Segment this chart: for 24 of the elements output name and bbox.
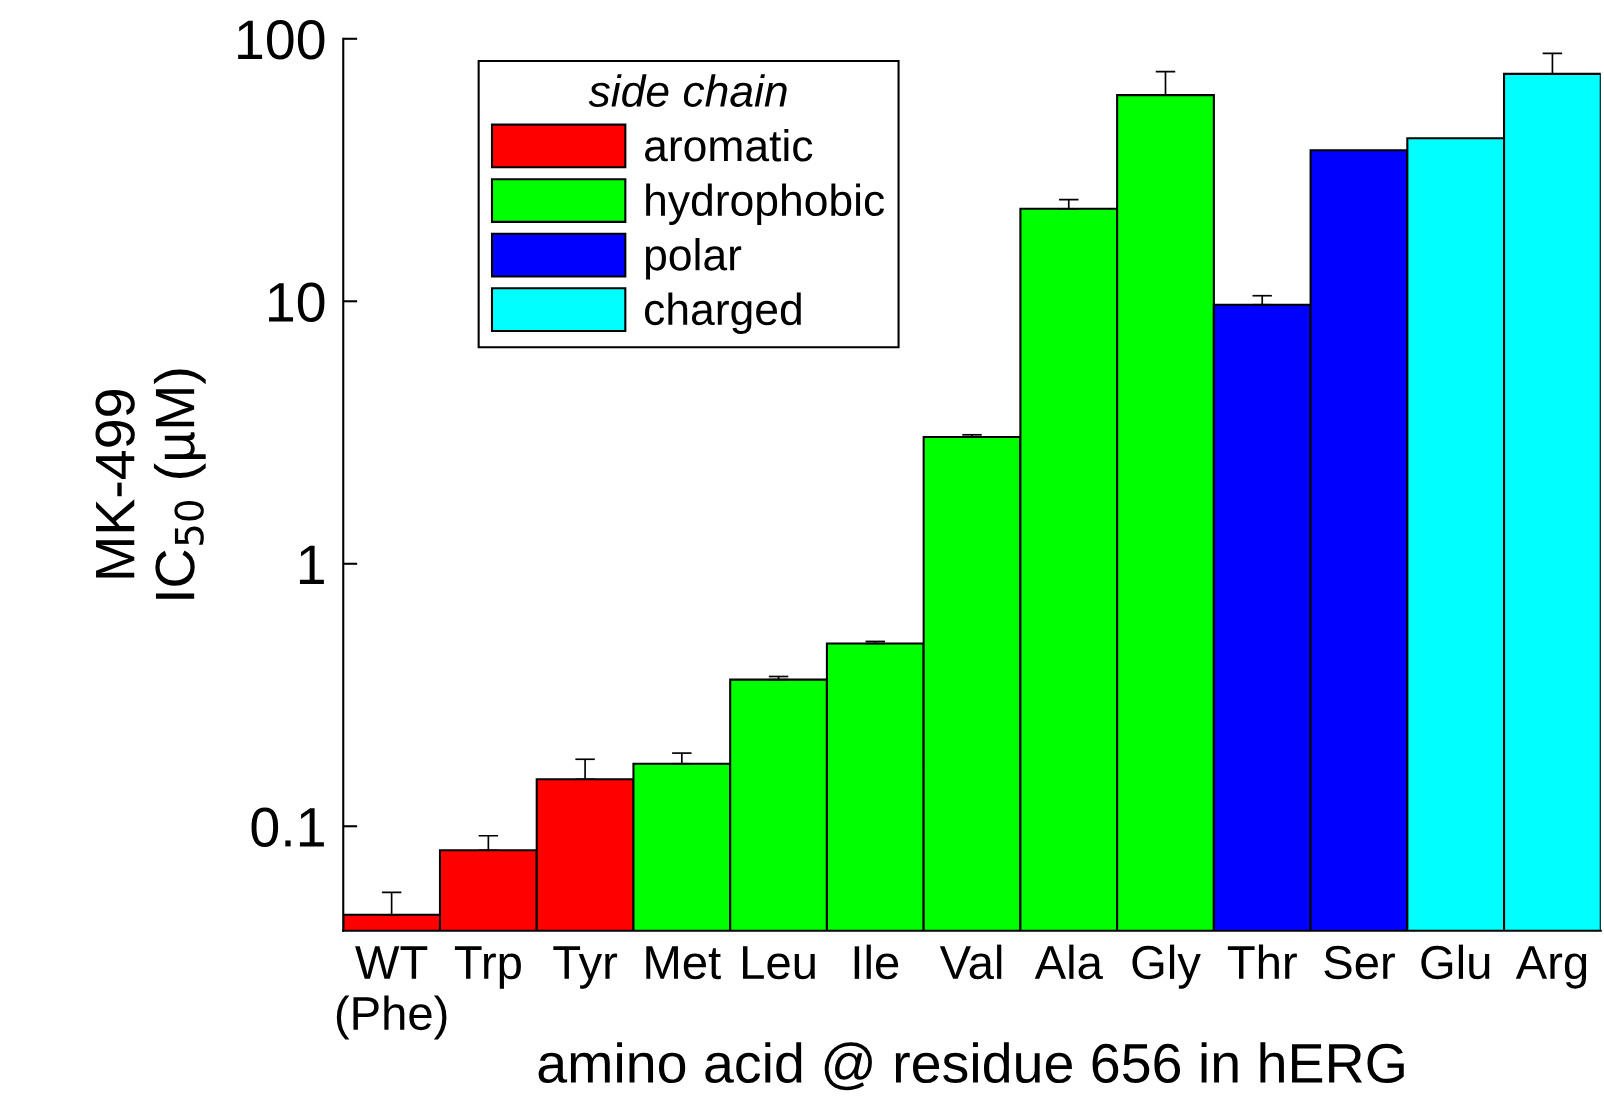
y-axis-title: MK-499 IC$_{50}$ (µM) — [95, 369, 206, 599]
x-tick-label: Tyr — [553, 946, 618, 989]
legend-label: aromatic — [644, 128, 813, 162]
legend-label: polar — [645, 238, 742, 280]
x-tick-label: WT (Phe) — [336, 946, 447, 1040]
x-tick-label: Gly — [1132, 944, 1201, 989]
x-tick-label: Thr — [1227, 944, 1297, 979]
x-tick-label: Leu — [743, 946, 815, 980]
y-tick-label: 100 — [238, 20, 325, 60]
x-tick-label: Ile — [854, 944, 899, 980]
legend-title: side chain — [588, 74, 787, 107]
legend-label: charged — [644, 292, 801, 334]
x-tick-label: Met — [646, 946, 721, 980]
x-tick-label: Ser — [1324, 945, 1395, 980]
x-tick-label: Ala — [1034, 944, 1103, 980]
x-tick-label: Arg — [1515, 946, 1587, 989]
x-tick-label: Glu — [1421, 944, 1490, 980]
x-axis-title: amino acid @ residue 656 in hERG — [538, 1042, 1404, 1091]
y-tick-label: 10 — [269, 282, 325, 322]
legend-label: hydrophobic — [646, 183, 885, 225]
y-tick-label: 1 — [299, 545, 324, 584]
x-tick-label: Val — [939, 944, 1002, 980]
y-tick-label: 0.1 — [251, 807, 324, 847]
x-tick-label: Trp — [454, 946, 521, 989]
